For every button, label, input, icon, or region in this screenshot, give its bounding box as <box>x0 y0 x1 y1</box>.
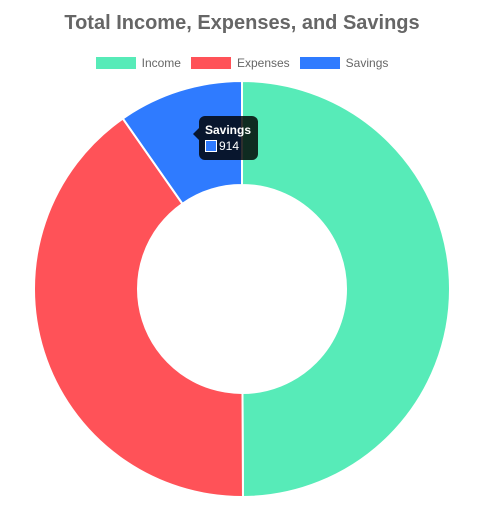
legend-item-savings[interactable]: Savings <box>299 56 389 70</box>
donut-slice-income[interactable] <box>241 79 451 499</box>
legend-swatch-savings <box>299 57 340 69</box>
legend-label-expenses: Expenses <box>236 56 290 70</box>
legend-item-income[interactable]: Income <box>95 56 181 70</box>
chart-tooltip: Savings 914 <box>192 116 259 160</box>
legend-label-savings: Savings <box>345 56 389 70</box>
legend-label-income: Income <box>141 56 181 70</box>
legend-item-expenses[interactable]: Expenses <box>190 56 290 70</box>
tooltip-title: Savings <box>205 123 252 137</box>
donut-slice-savings[interactable] <box>121 79 243 206</box>
tooltip-swatch <box>205 140 217 152</box>
chart-legend: Income Expenses Savings <box>0 56 484 70</box>
donut-slice-expenses[interactable] <box>33 117 244 498</box>
tooltip-row: 914 <box>205 138 251 154</box>
chart-title: Total Income, Expenses, and Savings <box>64 12 420 34</box>
legend-swatch-income <box>95 57 136 69</box>
tooltip-value: 914 <box>219 139 240 153</box>
legend-swatch-expenses <box>190 57 231 69</box>
